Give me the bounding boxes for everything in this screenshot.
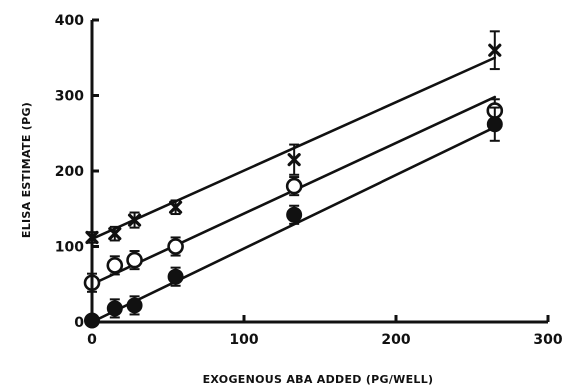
data-point-filled-circle [167, 268, 184, 285]
y-axis-title: ELISA ESTIMATE (PG) [20, 102, 33, 238]
y-tick-label: 0 [74, 315, 84, 331]
data-point-cross [127, 213, 142, 227]
y-tick-label: 100 [55, 240, 84, 256]
y-tick-label: 200 [55, 164, 84, 180]
data-point-filled-circle [486, 116, 503, 133]
x-tick-label: 0 [87, 332, 97, 348]
x-tick-label: 200 [381, 332, 410, 348]
data-point-filled-circle [106, 300, 123, 317]
x-tick-label: 300 [533, 332, 562, 348]
data-point-cross [287, 153, 301, 167]
data-point-cross [108, 227, 122, 241]
data-point-filled-circle [286, 206, 303, 223]
x-tick-label: 100 [229, 332, 258, 348]
series-filled-circle [84, 106, 503, 329]
data-point-open-circle [285, 177, 303, 195]
y-tick-label: 300 [55, 89, 84, 105]
data-point-cross [169, 200, 183, 214]
data-point-filled-circle [126, 297, 143, 314]
x-axis-title: EXOGENOUS ABA ADDED (PG/WELL) [203, 373, 434, 386]
data-point-open-circle [106, 257, 124, 274]
data-point-open-circle [126, 251, 143, 269]
plot-area [83, 30, 504, 329]
data-point-cross [488, 43, 502, 57]
data-point-open-circle [167, 238, 184, 255]
axes: 0 100 200 300 400 0 100 200 300 [55, 13, 563, 348]
y-tick-label: 400 [55, 13, 84, 29]
series-cross [85, 30, 502, 245]
series-open-circle [83, 95, 504, 293]
